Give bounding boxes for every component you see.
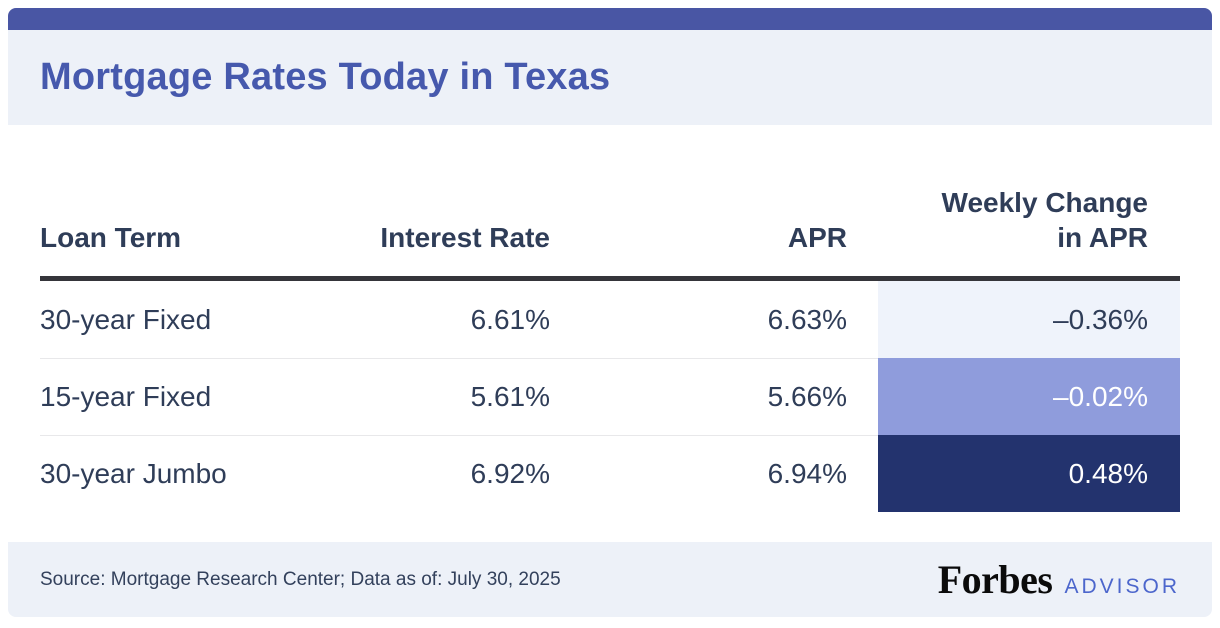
forbes-advisor-logo: Forbes ADVISOR (938, 556, 1180, 603)
interest-rate-cell: 6.61% (470, 303, 550, 335)
page-title: Mortgage Rates Today in Texas (40, 56, 611, 98)
interest-rate-cell: 6.92% (470, 458, 550, 489)
table-row: 30-year Fixed 6.61% 6.63% –0.36% (40, 281, 1180, 358)
row-left-cells: 15-year Fixed 5.61% 5.66% (40, 358, 878, 435)
column-header-interest-rate: Interest Rate (380, 222, 550, 253)
apr-cell: 6.94% (767, 458, 847, 489)
weekly-change-line2: in APR (1057, 222, 1148, 253)
source-text: Source: Mortgage Research Center; Data a… (40, 568, 561, 590)
forbes-wordmark: Forbes (937, 557, 1053, 602)
loan-term-cell: 30-year Fixed (40, 303, 212, 335)
table-header-row: Loan Term Interest Rate APR Weekly Chang… (40, 185, 1180, 281)
loan-term-cell: 15-year Fixed (40, 381, 212, 412)
column-header-loan-term: Loan Term (40, 222, 182, 253)
loan-term-cell: 30-year Jumbo (40, 458, 227, 489)
row-left-cells: 30-year Jumbo 6.92% 6.94% (40, 435, 878, 512)
table-row: 15-year Fixed 5.61% 5.66% –0.02% (40, 358, 1180, 435)
table-row: 30-year Jumbo 6.92% 6.94% 0.48% (40, 435, 1180, 512)
column-gap (847, 185, 878, 276)
interest-rate-cell: 5.61% (470, 381, 550, 412)
top-accent-bar (8, 8, 1212, 30)
cell-gap (847, 281, 878, 358)
advisor-wordmark: ADVISOR (1064, 575, 1180, 598)
weekly-change-line1: Weekly Change (941, 187, 1148, 218)
cell-gap (847, 436, 878, 512)
footer-band: Source: Mortgage Research Center; Data a… (8, 542, 1212, 617)
weekly-change-cell: 0.48% (878, 435, 1180, 512)
apr-cell: 6.63% (767, 303, 847, 335)
column-header-weekly-change: Weekly Change in APR (878, 185, 1180, 276)
row-left-cells: 30-year Fixed 6.61% 6.63% (40, 281, 878, 358)
column-header-apr: APR (787, 222, 847, 253)
header-band: Mortgage Rates Today in Texas (8, 30, 1212, 125)
cell-gap (847, 359, 878, 435)
weekly-change-cell: –0.36% (878, 281, 1180, 358)
apr-cell: 5.66% (767, 381, 847, 412)
mortgage-rates-table: Loan Term Interest Rate APR Weekly Chang… (40, 185, 1180, 512)
weekly-change-cell: –0.02% (878, 358, 1180, 435)
